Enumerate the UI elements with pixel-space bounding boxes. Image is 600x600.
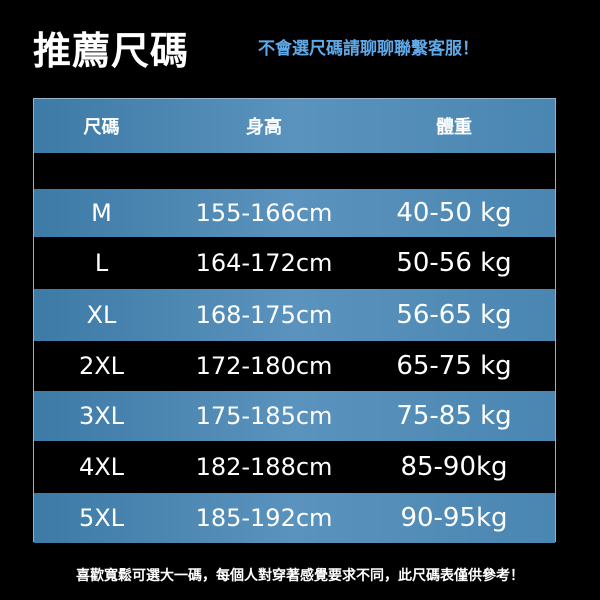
cell-weight: 50-56 kg [396,248,512,278]
table-row: 5XL 185-192cm 90-95kg [34,493,555,543]
cell-height: 175-185cm [195,402,333,430]
cell-weight: 90-95kg [400,503,508,533]
cell-height: 185-192cm [195,504,333,532]
table-header: 尺碼 身高 體重 [34,99,555,153]
cell-weight: 65-75 kg [396,351,512,381]
cell-weight: 56-65 kg [396,300,512,330]
cell-size: L [94,249,109,277]
footer-note: 喜歡寬鬆可選大一碼，每個人對穿著感覺要求不同，此尺碼表僅供參考！ [76,568,524,584]
table-row: 4XL 182-188cm 85-90kg [34,441,555,493]
cell-weight: 75-85 kg [396,401,512,431]
cell-weight: 40-50 kg [396,198,512,228]
empty-row [34,153,555,189]
header-size: 尺碼 [83,117,120,138]
cell-size: 3XL [78,402,125,430]
size-chart-table: 尺碼 身高 體重 M 155-166cm 40-50 kg L 164-172cm 50-… [33,98,556,543]
contact-note: 不會選尺碼請聊聊聯繫客服！ [258,39,479,59]
table-row: XL 168-175cm 56-65 kg [34,289,555,341]
cell-weight: 85-90kg [400,452,508,482]
table-row: 3XL 175-185cm 75-85 kg [34,391,555,441]
table-row: M 155-166cm 40-50 kg [34,189,555,237]
cell-height: 172-180cm [195,352,333,380]
cell-height: 155-166cm [195,199,333,227]
cell-size: 4XL [78,453,125,481]
cell-size: 2XL [78,352,125,380]
cell-size: M [91,199,112,227]
cell-height: 168-175cm [195,301,333,329]
cell-height: 164-172cm [195,249,333,277]
cell-size: XL [86,301,117,329]
table-row: L 164-172cm 50-56 kg [34,237,555,289]
header-weight: 體重 [436,117,472,138]
header-height: 身高 [246,117,282,138]
cell-size: 5XL [78,504,125,532]
cell-height: 182-188cm [195,453,333,481]
page-title: 推薦尺碼 [33,29,190,73]
table-row: 2XL 172-180cm 65-75 kg [34,341,555,391]
